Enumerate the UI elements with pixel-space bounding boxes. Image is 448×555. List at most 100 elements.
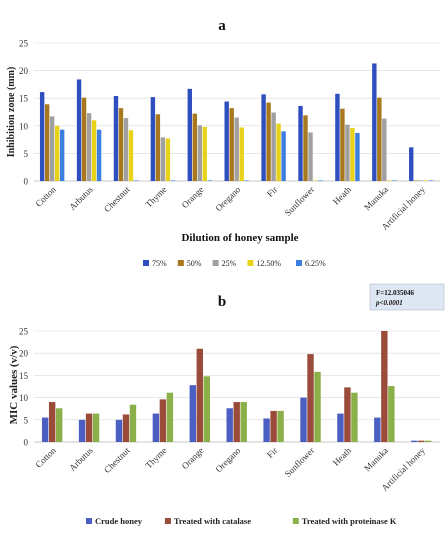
bar-6-25-sunflower	[318, 180, 323, 181]
legend-label: Crude honey	[95, 516, 143, 526]
bar-treated-with-proteinase-k-oregano	[240, 402, 247, 442]
panel-b-x-ticks: Cotton Arbutus Chestnut Thyme Orange Oregano F…	[33, 445, 427, 493]
bar-treated-with-proteinase-k-thyme	[166, 392, 174, 442]
bar-75-cotton	[39, 92, 45, 181]
bar-treated-with-proteinase-k-fir	[277, 410, 284, 442]
x-tick-label: Orange	[180, 445, 206, 471]
panel-a-bars	[39, 63, 434, 182]
bar-25-orange	[197, 125, 202, 181]
y-tick-label: 10	[19, 393, 29, 403]
bar-treated-with-catalase-fir	[270, 410, 277, 442]
bar-crude-honey-artificial-honey	[411, 440, 418, 442]
x-tick-label: Manuka	[362, 445, 390, 473]
bar-treated-with-proteinase-k-chestnut	[129, 404, 137, 442]
bar-6-25-fir	[281, 131, 286, 181]
bar-75-thyme	[150, 97, 156, 181]
bar-treated-with-catalase-manuka	[381, 331, 388, 442]
bar-treated-with-catalase-arbutus	[85, 413, 93, 442]
legend-label: Treated with catalase	[174, 516, 251, 526]
bar-crude-honey-heath	[337, 413, 344, 442]
bar-50-thyme	[155, 114, 161, 181]
bar-treated-with-proteinase-k-sunflower	[314, 371, 321, 442]
legend-swatch	[292, 518, 299, 524]
bar-75-manuka	[372, 63, 377, 182]
panel-b-y-axis-label: MIC values (v/v)	[8, 345, 20, 424]
legend-swatch	[143, 260, 149, 266]
bar-crude-honey-arbutus	[78, 419, 86, 442]
bar-6-25-cotton	[59, 129, 65, 181]
bar-treated-with-proteinase-k-arbutus	[92, 413, 100, 442]
bar-12-50-cotton	[54, 125, 60, 181]
bar-6-25-heath	[355, 132, 360, 181]
y-tick-label: 15	[19, 94, 29, 104]
x-tick-label: Orange	[180, 184, 206, 210]
panel-b-title: b	[218, 294, 226, 310]
bar-50-fir	[266, 102, 271, 181]
bar-25-artificial-honey	[419, 180, 424, 181]
legend-swatch	[212, 260, 219, 266]
y-tick-label: 0	[24, 177, 29, 187]
bar-50-oregano	[229, 108, 234, 181]
bar-12-50-arbutus	[91, 120, 97, 181]
bar-treated-with-proteinase-k-orange	[203, 376, 210, 442]
bar-12-50-orange	[202, 126, 207, 181]
panel-a-y-axis-label: Inhibition zone (mm)	[6, 67, 17, 158]
bar-50-orange	[192, 113, 197, 181]
bar-crude-honey-thyme	[152, 413, 160, 442]
bar-6-25-chestnut	[133, 180, 139, 181]
y-tick-label: 0	[24, 438, 29, 448]
y-tick-label: 25	[19, 327, 29, 337]
bar-25-chestnut	[123, 118, 129, 181]
bar-6-25-orange	[207, 180, 212, 181]
panel-b-bars	[41, 331, 432, 442]
legend-swatch	[296, 260, 302, 266]
x-tick-label: Cotton	[33, 445, 58, 470]
bar-75-sunflower	[298, 105, 303, 181]
stats-f-value: F=12.035046	[376, 289, 415, 297]
bar-crude-honey-cotton	[41, 417, 49, 442]
x-tick-label: Heath	[331, 184, 354, 207]
bar-12-50-thyme	[165, 138, 171, 181]
bar-50-chestnut	[118, 108, 124, 181]
y-tick-label: 5	[24, 415, 29, 425]
stats-annotation-box: F=12.035046 p<0.0001	[369, 283, 445, 311]
bar-12-50-artificial-honey	[424, 180, 429, 181]
legend-label: 75%	[152, 259, 167, 268]
bar-crude-honey-manuka	[374, 417, 381, 442]
bar-75-chestnut	[113, 95, 119, 181]
x-tick-label: Oregano	[213, 445, 242, 474]
bar-12-50-fir	[276, 123, 281, 181]
bar-crude-honey-chestnut	[115, 419, 123, 442]
bar-75-fir	[261, 94, 266, 181]
bar-75-arbutus	[76, 79, 82, 181]
x-tick-label: Arbutus	[67, 445, 95, 473]
bar-75-heath	[335, 93, 340, 181]
bar-crude-honey-fir	[263, 418, 270, 442]
panel-a-title: a	[218, 18, 226, 34]
bar-treated-with-proteinase-k-artificial-honey	[425, 440, 432, 442]
bar-crude-honey-sunflower	[300, 397, 307, 442]
x-tick-label: Cotton	[33, 184, 58, 209]
legend-label: Treated with proteinase K	[302, 516, 397, 526]
x-tick-label: Chestnut	[102, 445, 132, 475]
x-tick-label: Manuka	[362, 184, 390, 212]
y-tick-label: 25	[19, 39, 29, 49]
bar-25-fir	[271, 112, 276, 181]
bar-treated-with-proteinase-k-cotton	[55, 408, 63, 442]
legend-label: 6.25%	[305, 259, 326, 268]
legend-swatch	[86, 518, 92, 524]
bar-25-sunflower	[308, 132, 313, 181]
legend-label: 25%	[222, 259, 237, 268]
bar-treated-with-catalase-heath	[344, 387, 351, 442]
x-tick-label: Fir	[265, 184, 280, 199]
bar-treated-with-catalase-thyme	[159, 399, 167, 442]
bar-treated-with-proteinase-k-manuka	[388, 386, 395, 442]
bar-12-50-heath	[350, 128, 355, 181]
y-tick-label: 20	[19, 66, 29, 76]
bar-12-50-manuka	[387, 180, 392, 181]
legend-label: 50%	[187, 259, 202, 268]
bar-50-arbutus	[81, 97, 87, 181]
bar-treated-with-catalase-chestnut	[122, 414, 130, 442]
panel-a-x-ticks: Cotton Arbutus Chestnut Thyme Orange Oregano F…	[33, 184, 427, 232]
